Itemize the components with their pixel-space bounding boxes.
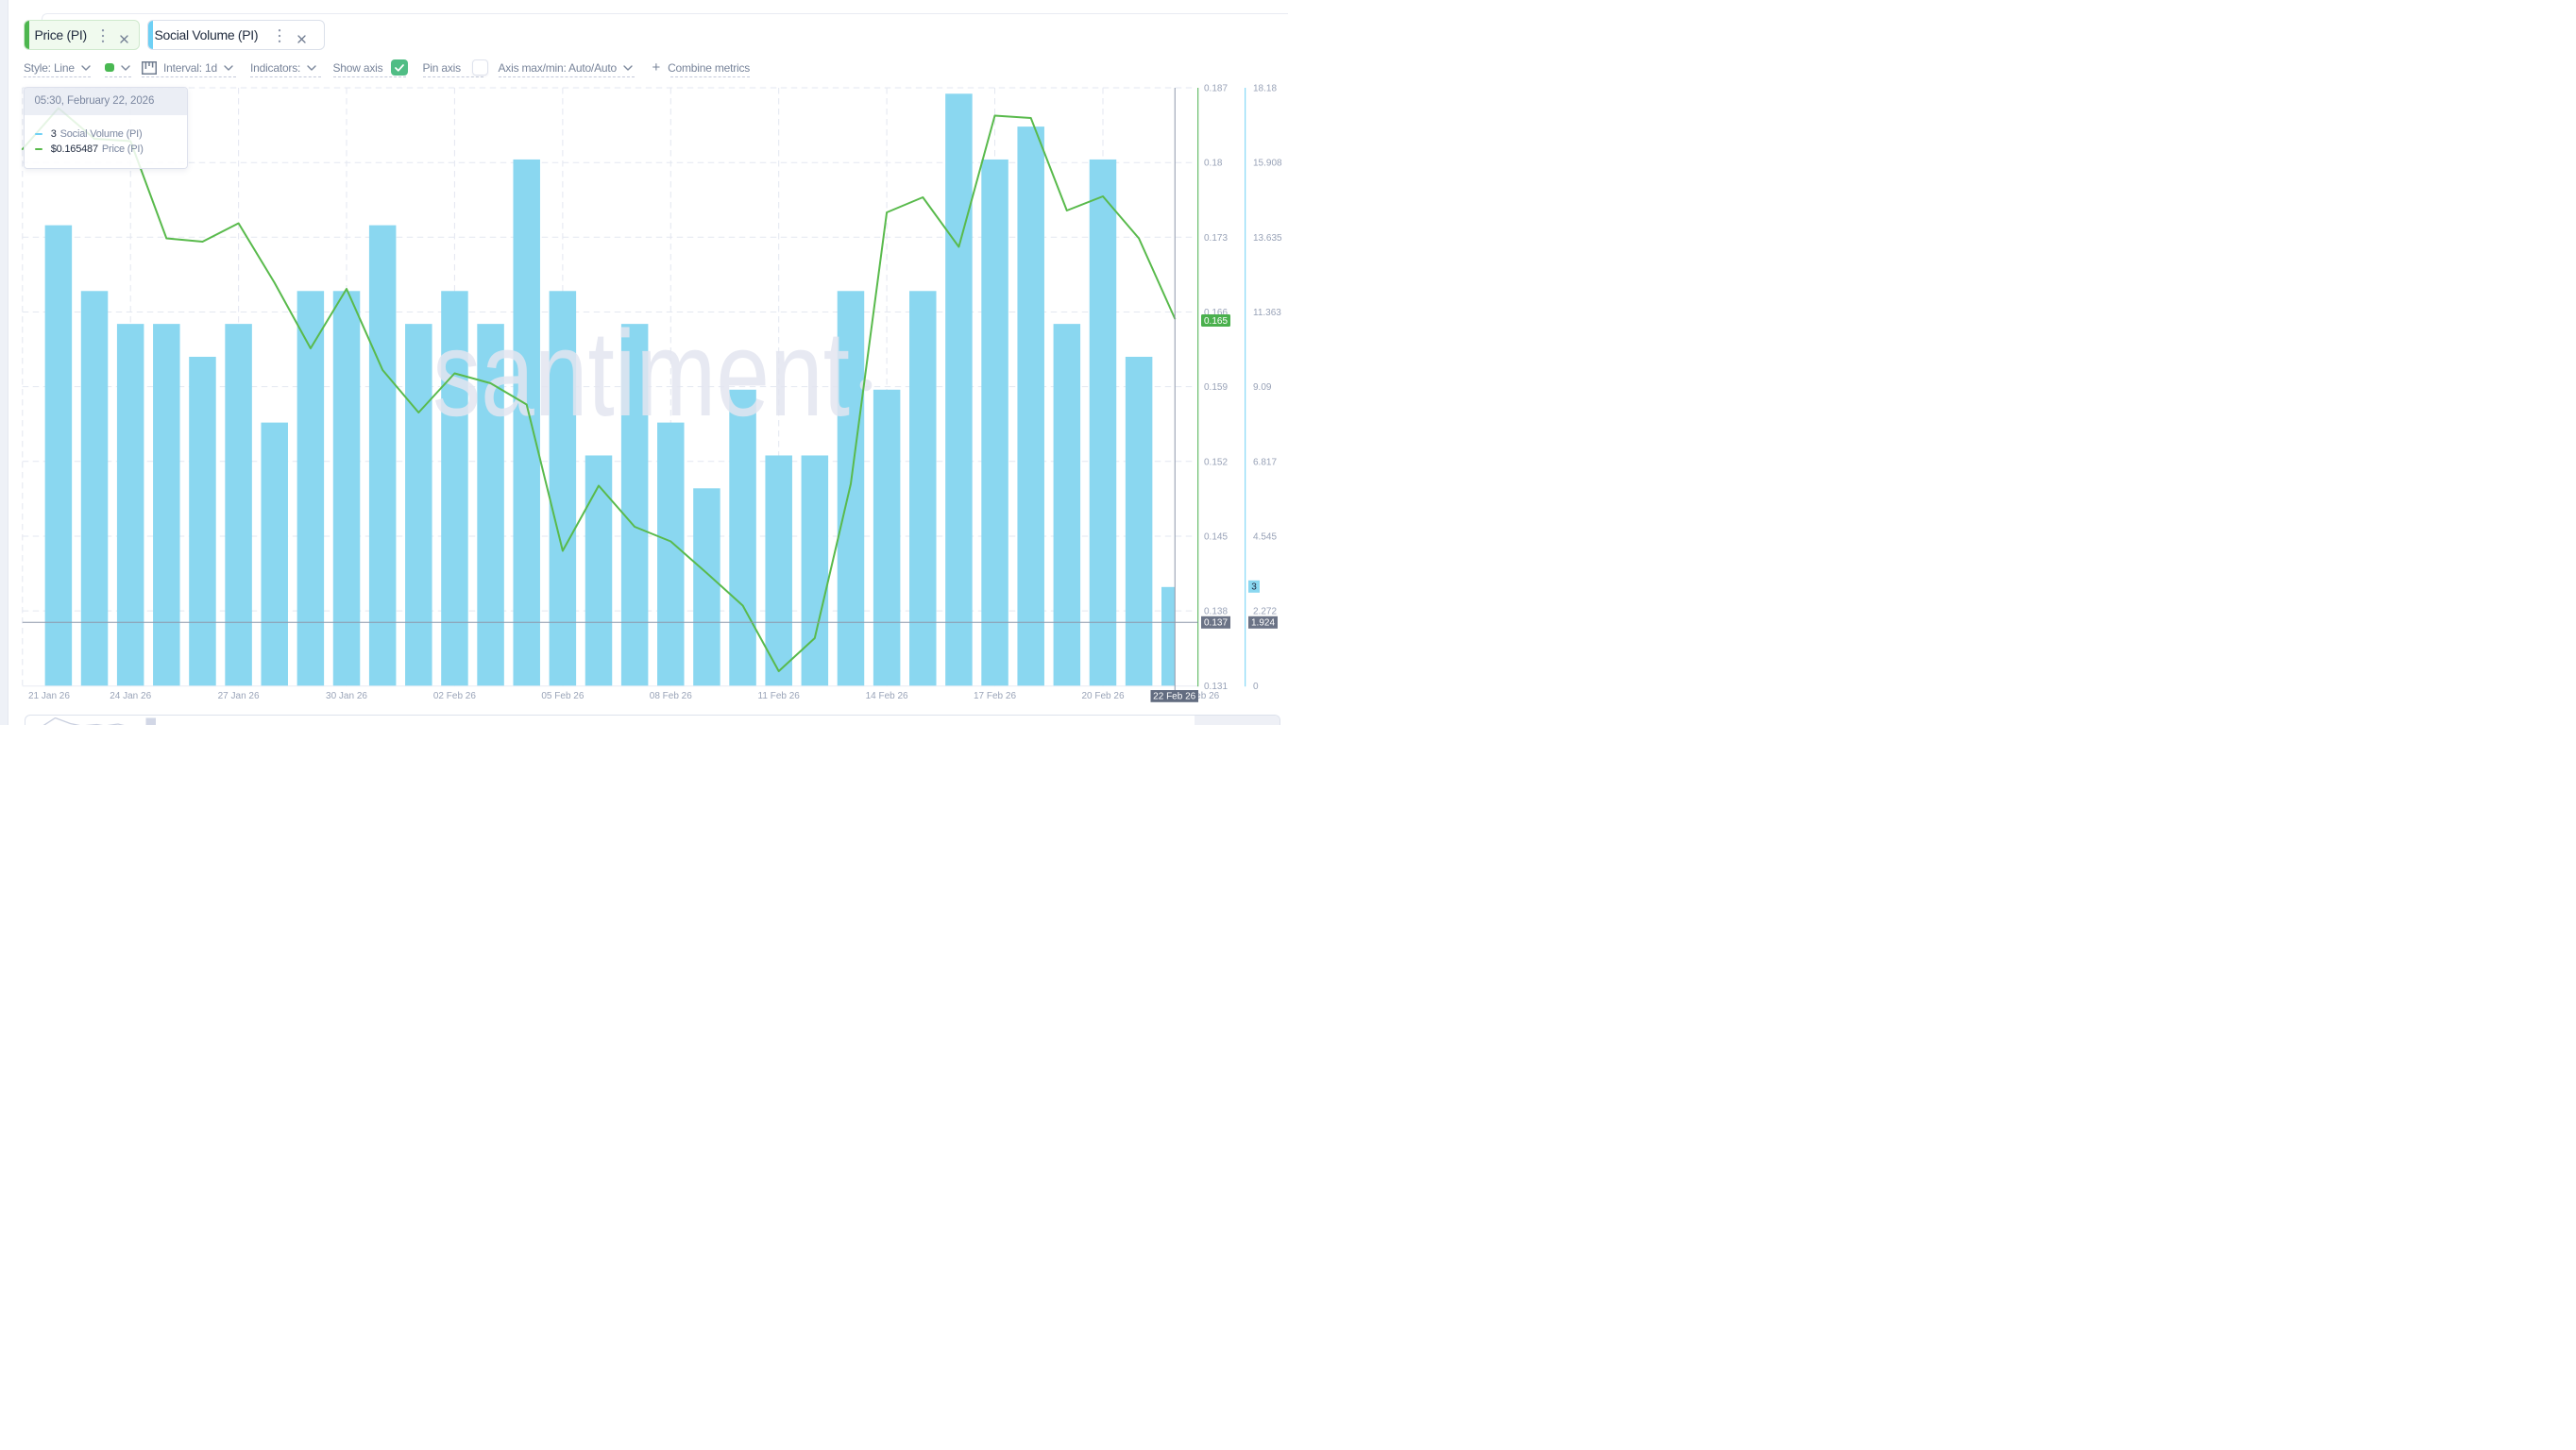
svg-text:9.09: 9.09 [1253, 382, 1272, 393]
svg-text:2.272: 2.272 [1253, 607, 1277, 617]
svg-text:0: 0 [1253, 682, 1259, 692]
svg-text:27 Jan 26: 27 Jan 26 [218, 691, 260, 701]
svg-text:05 Feb 26: 05 Feb 26 [541, 691, 584, 701]
svg-text:13.635: 13.635 [1253, 233, 1282, 244]
svg-text:21 Jan 26: 21 Jan 26 [28, 691, 70, 701]
svg-text:11 Feb 26: 11 Feb 26 [758, 691, 801, 701]
svg-text:0.159: 0.159 [1204, 382, 1228, 393]
svg-text:17 Feb 26: 17 Feb 26 [974, 691, 1016, 701]
svg-text:0.145: 0.145 [1204, 532, 1228, 543]
svg-text:15.908: 15.908 [1253, 159, 1282, 169]
svg-text:0.165: 0.165 [1204, 316, 1228, 327]
svg-text:30 Jan 26: 30 Jan 26 [326, 691, 367, 701]
svg-text:0.131: 0.131 [1204, 682, 1228, 692]
svg-text:22 Feb 26: 22 Feb 26 [1153, 692, 1195, 702]
svg-text:0.18: 0.18 [1204, 159, 1223, 169]
svg-text:0.152: 0.152 [1204, 457, 1228, 467]
svg-text:14 Feb 26: 14 Feb 26 [866, 691, 908, 701]
svg-text:08 Feb 26: 08 Feb 26 [650, 691, 692, 701]
svg-text:4.545: 4.545 [1253, 532, 1277, 543]
svg-text:11.363: 11.363 [1253, 308, 1281, 318]
svg-text:0.166: 0.166 [1204, 308, 1228, 318]
svg-text:02 Feb 26: 02 Feb 26 [433, 691, 476, 701]
svg-text:0.138: 0.138 [1204, 607, 1228, 617]
svg-text:1.924: 1.924 [1251, 618, 1275, 629]
svg-text:0.173: 0.173 [1204, 233, 1228, 244]
svg-text:3: 3 [1251, 582, 1257, 593]
svg-text:6.817: 6.817 [1253, 457, 1277, 467]
svg-text:18.18: 18.18 [1253, 84, 1277, 94]
svg-text:0.137: 0.137 [1204, 618, 1228, 629]
svg-text:20 Feb 26: 20 Feb 26 [1081, 691, 1124, 701]
svg-text:24 Jan 26: 24 Jan 26 [110, 691, 151, 701]
svg-text:0.187: 0.187 [1204, 84, 1228, 94]
svg-text:santiment: santiment [432, 305, 850, 441]
